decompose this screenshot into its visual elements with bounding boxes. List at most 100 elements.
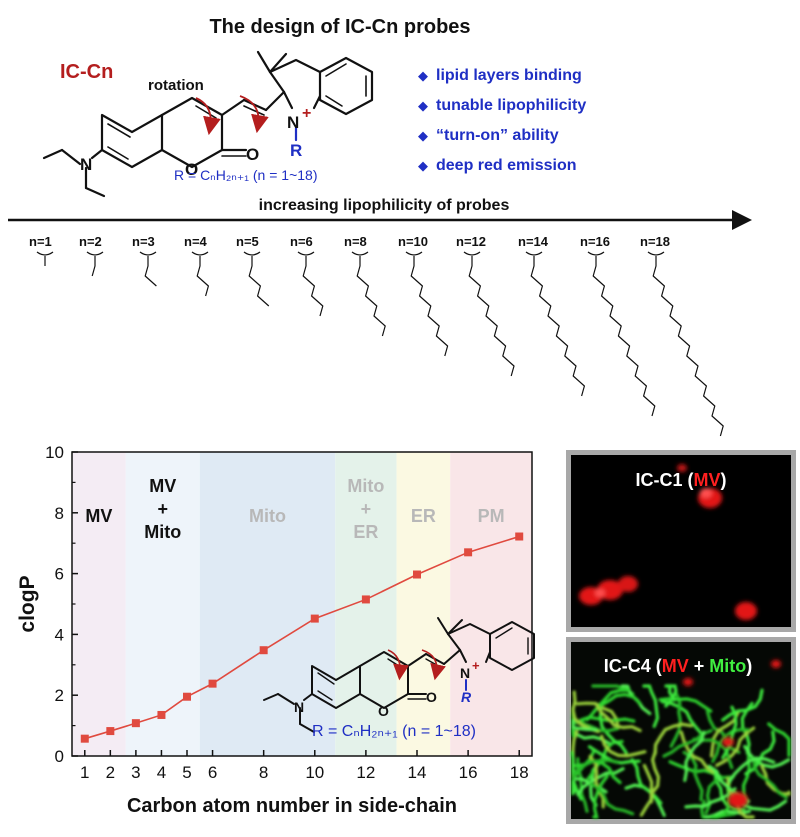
microscopy-panel-ic-c4: IC-C4 (MV + Mito) xyxy=(566,637,796,824)
indolium-n-label: N xyxy=(287,113,299,132)
alkyl-chain-5 xyxy=(249,256,269,306)
x-tick-label-11: 18 xyxy=(510,763,529,782)
alkyl-chain-8 xyxy=(411,256,447,356)
data-point-n16 xyxy=(464,548,472,556)
data-point-n1 xyxy=(81,735,89,743)
chain-attachment-10 xyxy=(526,252,542,255)
chain-attachment-11 xyxy=(588,252,604,255)
region-label-1-1: MV xyxy=(85,506,112,526)
chain-label-8: n=10 xyxy=(398,234,428,249)
y-tick-label-0: 0 xyxy=(55,747,64,766)
data-point-n12 xyxy=(362,595,370,603)
chain-label-7: n=8 xyxy=(344,234,367,249)
inset-indolium-n: N xyxy=(460,665,470,681)
amine-n-label: N xyxy=(80,155,92,174)
panel-2-label: IC-C4 (MV + Mito) xyxy=(604,656,753,676)
x-tick-label-3: 4 xyxy=(157,763,166,782)
data-point-n10 xyxy=(311,615,319,623)
data-point-n8 xyxy=(260,646,268,654)
y-tick-label-3: 6 xyxy=(55,565,64,584)
panel-1-label-part-1: IC-C1 ( xyxy=(636,470,694,490)
r-formula: R = CₙH₂ₙ₊₁ (n = 1~18) xyxy=(174,167,317,183)
x-tick-label-2: 3 xyxy=(131,763,140,782)
chain-attachment-7 xyxy=(352,252,368,255)
x-tick-label-0: 1 xyxy=(80,763,89,782)
chain-attachment-4 xyxy=(192,252,208,255)
feature-diamond-1: ◆ xyxy=(418,68,428,83)
x-tick-label-1: 2 xyxy=(106,763,115,782)
panel-2-label-part-4: Mito xyxy=(709,656,746,676)
figure-title: The design of IC-Cn probes xyxy=(209,16,470,38)
chain-attachment-2 xyxy=(87,252,103,255)
chain-label-5: n=5 xyxy=(236,234,259,249)
feature-diamond-3: ◆ xyxy=(418,128,428,143)
data-point-n6 xyxy=(209,680,217,688)
alkyl-chain-7 xyxy=(357,256,385,336)
y-axis-label: clogP xyxy=(16,575,39,632)
region-label-4-1: Mito xyxy=(347,476,384,496)
feature-diamond-2: ◆ xyxy=(418,98,428,113)
chain-label-1: n=1 xyxy=(29,234,52,249)
region-label-4-3: ER xyxy=(353,522,378,542)
r-group-label: R xyxy=(290,141,302,160)
x-tick-label-9: 14 xyxy=(408,763,427,782)
feature-item-3: “turn-on” ability xyxy=(436,127,559,144)
chain-label-11: n=16 xyxy=(580,234,610,249)
data-point-n14 xyxy=(413,571,421,579)
region-band-1 xyxy=(72,452,126,756)
feature-item-4: deep red emission xyxy=(436,157,577,174)
region-label-3-1: Mito xyxy=(249,506,286,526)
feature-item-2: tunable lipophilicity xyxy=(436,97,586,114)
panel-2-label-part-1: IC-C4 ( xyxy=(604,656,662,676)
chain-attachment-6 xyxy=(298,252,314,255)
region-band-5 xyxy=(397,452,451,756)
x-tick-label-10: 16 xyxy=(459,763,478,782)
chain-label-4: n=4 xyxy=(184,234,208,249)
alkyl-chain-12 xyxy=(653,256,723,436)
x-axis-label: Carbon atom number in side-chain xyxy=(127,795,457,817)
lipophilicity-arrow-head xyxy=(732,210,752,230)
chain-attachment-12 xyxy=(648,252,664,255)
region-band-3 xyxy=(200,452,335,756)
x-tick-label-5: 6 xyxy=(208,763,217,782)
data-point-n3 xyxy=(132,719,140,727)
chain-attachment-9 xyxy=(464,252,480,255)
chain-label-2: n=2 xyxy=(79,234,102,249)
y-tick-label-4: 8 xyxy=(55,504,64,523)
lipophilicity-label: increasing lipophilicity of probes xyxy=(259,197,510,214)
region-label-5-1: ER xyxy=(411,506,436,526)
feature-item-1: lipid layers binding xyxy=(436,67,582,84)
chain-label-9: n=12 xyxy=(456,234,486,249)
x-tick-label-4: 5 xyxy=(182,763,191,782)
region-label-2-3: Mito xyxy=(144,522,181,542)
indolium-plus-label: + xyxy=(302,105,311,122)
data-point-n4 xyxy=(157,711,165,719)
panel-2-label-part-3: + xyxy=(689,656,710,676)
alkyl-chain-10 xyxy=(531,256,584,396)
chain-label-6: n=6 xyxy=(290,234,313,249)
panel-2-label-part-2: MV xyxy=(662,656,689,676)
chain-label-12: n=18 xyxy=(640,234,670,249)
region-label-2-2: + xyxy=(157,499,168,519)
y-tick-label-5: 10 xyxy=(45,443,64,462)
chain-attachment-5 xyxy=(244,252,260,255)
feature-list: ◆ lipid layers binding ◆ tunable lipophi… xyxy=(418,67,586,174)
inset-r-formula: R = CₙH₂ₙ₊₁ (n = 1~18) xyxy=(312,723,476,740)
panel-1-label-part-2: MV xyxy=(694,470,721,490)
region-band-2 xyxy=(126,452,200,756)
region-label-2-1: MV xyxy=(149,476,176,496)
y-tick-label-2: 4 xyxy=(55,625,64,644)
region-label-4-2: + xyxy=(361,499,372,519)
y-tick-label-1: 2 xyxy=(55,686,64,705)
chain-attachment-3 xyxy=(140,252,156,255)
x-tick-label-6: 8 xyxy=(259,763,268,782)
panel-1-label-part-3: ) xyxy=(721,470,727,490)
data-point-n2 xyxy=(106,727,114,735)
alkyl-chain-6 xyxy=(303,256,323,316)
region-label-6-1: PM xyxy=(478,506,505,526)
panel-1-label: IC-C1 (MV) xyxy=(636,470,727,490)
alkyl-chain-9 xyxy=(469,256,514,376)
carbonyl-o-label: O xyxy=(246,145,259,164)
